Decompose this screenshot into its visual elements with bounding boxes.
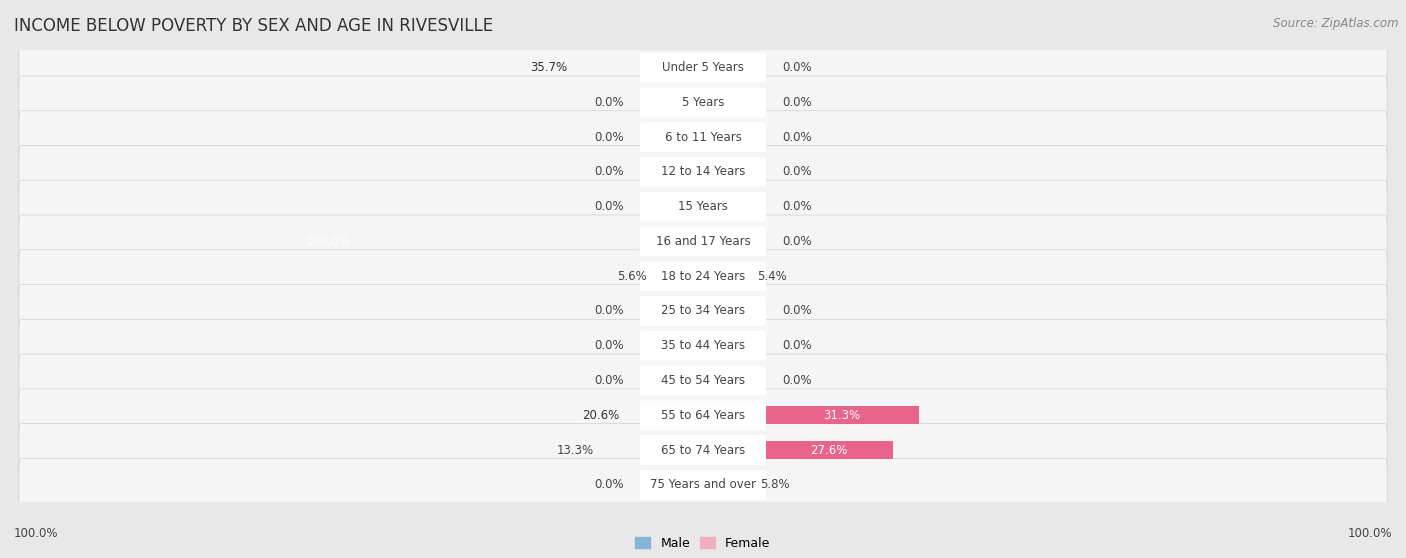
- FancyBboxPatch shape: [18, 250, 1388, 302]
- Text: 0.0%: 0.0%: [782, 200, 811, 213]
- FancyBboxPatch shape: [640, 331, 766, 360]
- Text: 0.0%: 0.0%: [595, 165, 624, 179]
- Text: 5.6%: 5.6%: [617, 270, 647, 283]
- Text: 15 Years: 15 Years: [678, 200, 728, 213]
- Text: 27.6%: 27.6%: [810, 444, 848, 456]
- Text: 25 to 34 Years: 25 to 34 Years: [661, 305, 745, 318]
- FancyBboxPatch shape: [640, 122, 766, 152]
- Text: 0.0%: 0.0%: [782, 339, 811, 352]
- Text: 100.0%: 100.0%: [14, 527, 59, 540]
- FancyBboxPatch shape: [18, 146, 1388, 198]
- Legend: Male, Female: Male, Female: [630, 532, 776, 555]
- Text: 45 to 54 Years: 45 to 54 Years: [661, 374, 745, 387]
- Text: 13.3%: 13.3%: [557, 444, 595, 456]
- FancyBboxPatch shape: [640, 435, 766, 465]
- Text: Under 5 Years: Under 5 Years: [662, 61, 744, 74]
- FancyBboxPatch shape: [640, 227, 766, 256]
- Text: 16 and 17 Years: 16 and 17 Years: [655, 235, 751, 248]
- Text: 35 to 44 Years: 35 to 44 Years: [661, 339, 745, 352]
- FancyBboxPatch shape: [640, 157, 766, 187]
- FancyBboxPatch shape: [640, 52, 766, 83]
- FancyBboxPatch shape: [18, 285, 1388, 338]
- FancyBboxPatch shape: [640, 470, 766, 500]
- FancyBboxPatch shape: [18, 41, 1388, 94]
- FancyBboxPatch shape: [18, 215, 1388, 268]
- FancyBboxPatch shape: [18, 389, 1388, 442]
- Text: 0.0%: 0.0%: [595, 96, 624, 109]
- Text: 0.0%: 0.0%: [595, 339, 624, 352]
- Bar: [641, 267, 665, 285]
- Text: 100.0%: 100.0%: [305, 235, 350, 248]
- Text: 5 Years: 5 Years: [682, 96, 724, 109]
- Text: 0.0%: 0.0%: [782, 235, 811, 248]
- FancyBboxPatch shape: [640, 88, 766, 117]
- Bar: [765, 441, 893, 459]
- FancyBboxPatch shape: [640, 261, 766, 291]
- FancyBboxPatch shape: [18, 424, 1388, 477]
- Text: Source: ZipAtlas.com: Source: ZipAtlas.com: [1274, 17, 1399, 30]
- FancyBboxPatch shape: [640, 296, 766, 326]
- FancyBboxPatch shape: [18, 354, 1388, 407]
- Text: 100.0%: 100.0%: [1347, 527, 1392, 540]
- FancyBboxPatch shape: [18, 180, 1388, 233]
- FancyBboxPatch shape: [18, 110, 1388, 163]
- Text: 0.0%: 0.0%: [782, 131, 811, 143]
- Text: 5.8%: 5.8%: [761, 478, 790, 491]
- Text: INCOME BELOW POVERTY BY SEX AND AGE IN RIVESVILLE: INCOME BELOW POVERTY BY SEX AND AGE IN R…: [14, 17, 494, 35]
- Text: 0.0%: 0.0%: [595, 131, 624, 143]
- Bar: [765, 406, 918, 424]
- Text: 0.0%: 0.0%: [782, 305, 811, 318]
- Text: 12 to 14 Years: 12 to 14 Years: [661, 165, 745, 179]
- Text: 65 to 74 Years: 65 to 74 Years: [661, 444, 745, 456]
- Text: 0.0%: 0.0%: [595, 200, 624, 213]
- Text: 20.6%: 20.6%: [582, 409, 620, 422]
- Text: 55 to 64 Years: 55 to 64 Years: [661, 409, 745, 422]
- FancyBboxPatch shape: [640, 400, 766, 430]
- Text: 31.3%: 31.3%: [824, 409, 860, 422]
- Text: 0.0%: 0.0%: [595, 374, 624, 387]
- Text: 0.0%: 0.0%: [782, 374, 811, 387]
- Text: 0.0%: 0.0%: [782, 61, 811, 74]
- Text: 0.0%: 0.0%: [782, 165, 811, 179]
- FancyBboxPatch shape: [18, 76, 1388, 129]
- Text: 0.0%: 0.0%: [782, 96, 811, 109]
- FancyBboxPatch shape: [18, 319, 1388, 372]
- FancyBboxPatch shape: [640, 192, 766, 222]
- Text: 6 to 11 Years: 6 to 11 Years: [665, 131, 741, 143]
- Text: 35.7%: 35.7%: [530, 61, 568, 74]
- Text: 18 to 24 Years: 18 to 24 Years: [661, 270, 745, 283]
- Text: 0.0%: 0.0%: [595, 305, 624, 318]
- Text: 5.4%: 5.4%: [758, 270, 787, 283]
- FancyBboxPatch shape: [18, 458, 1388, 511]
- FancyBboxPatch shape: [640, 365, 766, 396]
- Text: 0.0%: 0.0%: [595, 478, 624, 491]
- Text: 75 Years and over: 75 Years and over: [650, 478, 756, 491]
